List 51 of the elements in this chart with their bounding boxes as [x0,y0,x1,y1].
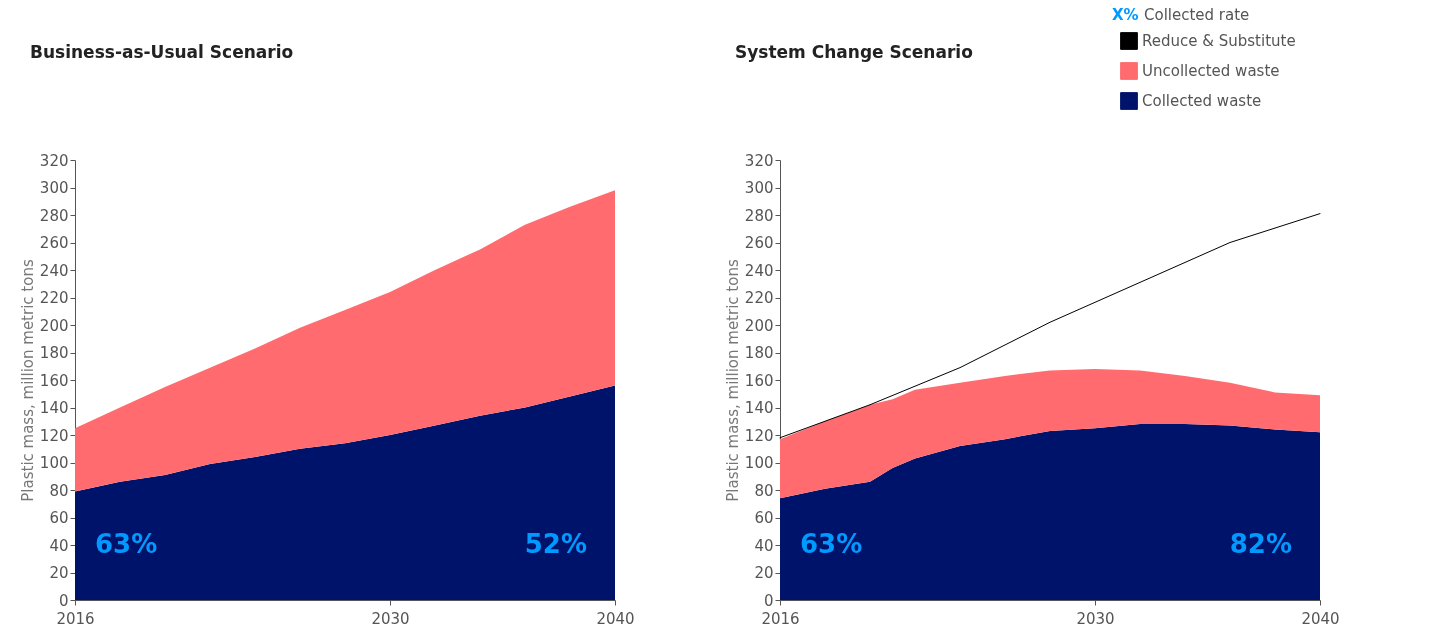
legend-label: Collected waste [1142,92,1262,110]
y-tick-label: 0 [58,591,69,610]
annotation: 52% [524,529,587,559]
chart-title: Business-as-Usual Scenario [30,42,294,62]
y-tick-label: 80 [49,481,69,500]
y-tick-label: 320 [744,151,774,170]
y-tick-label: 20 [754,564,774,582]
annotation: 63% [95,529,158,559]
y-tick-label: 320 [39,151,69,170]
x-tick-label: 2016 [761,609,800,628]
y-tick-label: 120 [39,426,69,445]
y-tick-label: 200 [744,316,774,335]
y-tick-label: 280 [744,206,774,225]
y-tick-label: 60 [49,509,69,527]
x-tick-label: 2040 [596,609,635,628]
text: X% Collected rate [1112,6,1250,24]
y-tick-label: 120 [744,426,774,445]
line-series [779,213,1321,439]
y-tick-label: 220 [744,289,774,307]
chart-title: System Change Scenario [735,42,973,62]
y-tick-label: 160 [744,371,774,390]
legend-label: Uncollected waste [1142,62,1280,80]
y-tick-label: 300 [39,179,69,197]
x-tick-label: 2016 [56,609,95,628]
y-tick-label: 160 [39,371,69,390]
y-tick-label: 40 [754,536,774,555]
y-axis-title: Plastic mass, million metric tons [723,259,742,502]
y-tick-label: 180 [39,344,69,362]
y-tick-label: 200 [39,316,69,335]
y-tick-label: 260 [39,234,69,252]
y-tick-label: 220 [39,289,69,307]
y-tick-label: 0 [763,591,774,610]
x-tick-label: 2030 [1076,609,1115,628]
y-tick-label: 260 [744,234,774,252]
y-axis-title: Plastic mass, million metric tons [18,259,37,502]
y-tick-label: 40 [49,536,69,555]
y-tick-label: 240 [39,261,69,280]
x-tick-label: 2040 [1301,609,1340,628]
legend-label: Reduce & Substitute [1142,32,1296,50]
y-tick-label: 60 [754,509,774,527]
x-tick-label: 2030 [371,609,410,628]
y-tick-label: 140 [744,399,774,417]
y-tick-label: 180 [744,344,774,362]
y-tick-label: 100 [39,454,69,472]
y-tick-label: 140 [39,399,69,417]
y-tick-label: 20 [49,564,69,582]
y-tick-label: 300 [744,179,774,197]
y-tick-label: 240 [744,261,774,280]
y-tick-label: 100 [744,454,774,472]
y-tick-label: 80 [754,481,774,500]
y-tick-label: 280 [39,206,69,225]
